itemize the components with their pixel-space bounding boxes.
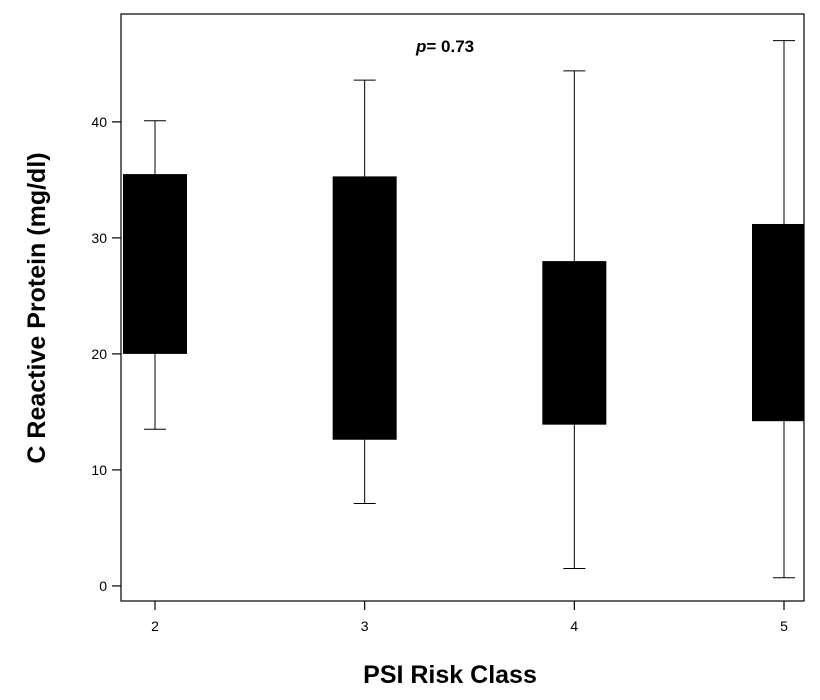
y-axis-title: C Reactive Protein (mg/dl) [23, 152, 51, 463]
box-class-4 [542, 70, 607, 570]
y-tick-label-40: 40 [91, 114, 107, 130]
x-axis: 2 3 4 5 [151, 601, 788, 634]
iqr-box [542, 261, 607, 425]
x-tick-label-3: 3 [361, 618, 369, 634]
box-class-2 [123, 120, 187, 430]
box-class-3 [332, 79, 397, 505]
x-axis-title: PSI Risk Class [363, 661, 537, 689]
iqr-box [332, 176, 397, 440]
x-tick-label-4: 4 [570, 618, 578, 634]
p-value-annotation: p= 0.73 [415, 37, 474, 56]
x-tick-label-2: 2 [151, 618, 159, 634]
y-axis: 0 10 20 30 40 [91, 114, 121, 594]
iqr-box [123, 174, 187, 354]
x-tick-label-5: 5 [780, 618, 788, 634]
y-tick-label-30: 30 [91, 230, 107, 246]
box-class-5 [752, 40, 804, 579]
plot-frame [120, 13, 805, 602]
iqr-box [752, 223, 804, 422]
boxes-group [123, 40, 804, 579]
y-tick-label-10: 10 [91, 462, 107, 478]
y-tick-label-0: 0 [99, 578, 107, 594]
y-tick-label-20: 20 [91, 346, 107, 362]
